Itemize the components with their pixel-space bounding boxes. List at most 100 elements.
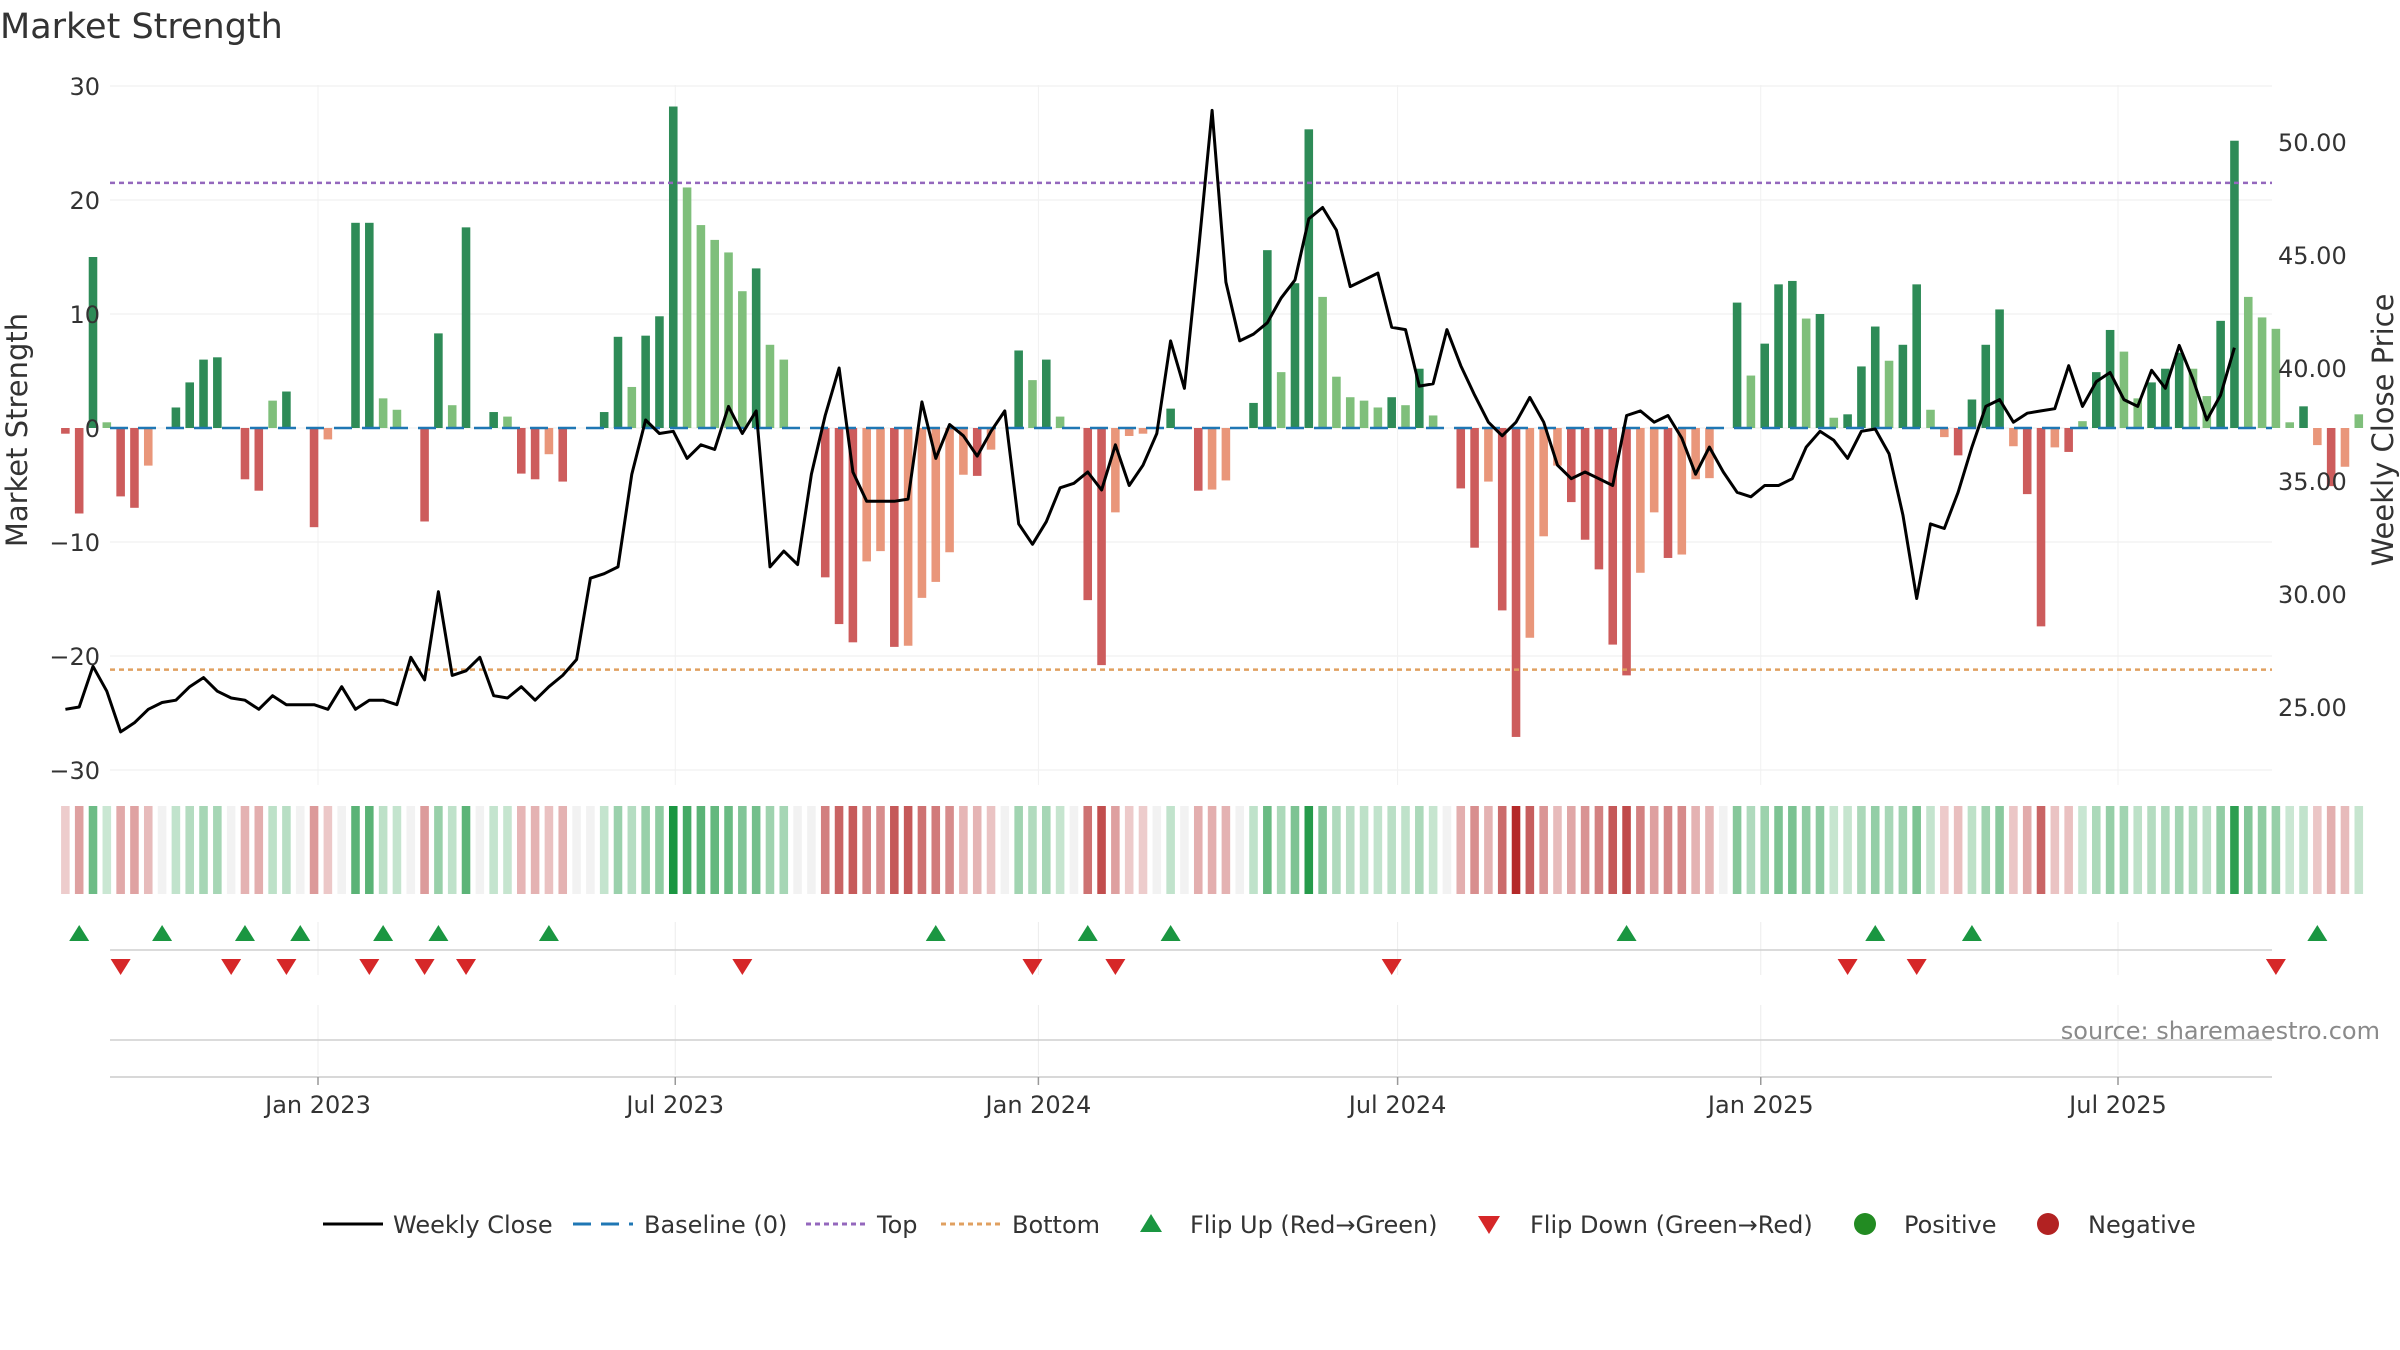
heat-cell bbox=[2119, 806, 2129, 894]
source-credit: source: sharemaestro.com bbox=[2061, 1017, 2380, 1045]
heat-cell bbox=[185, 806, 194, 894]
strength-bar bbox=[1304, 129, 1314, 428]
heat-cell bbox=[572, 806, 581, 894]
heat-cell bbox=[2133, 806, 2143, 894]
strength-bar bbox=[544, 428, 554, 455]
heat-cell bbox=[1304, 806, 1314, 894]
flip-down-marker bbox=[1906, 959, 1927, 975]
heat-cell bbox=[1415, 806, 1424, 894]
heat-cell bbox=[1760, 806, 1769, 894]
y-tick-label: −10 bbox=[49, 529, 100, 557]
flip-up-marker bbox=[234, 925, 255, 941]
heat-cell bbox=[2354, 806, 2364, 894]
strength-bar bbox=[1691, 428, 1700, 480]
y2-tick-label: 40.00 bbox=[2278, 355, 2347, 383]
legend-item-positive: Positive bbox=[1854, 1211, 1997, 1239]
heat-cell bbox=[1166, 806, 1175, 894]
heat-cell bbox=[489, 806, 498, 894]
heat-cell bbox=[2230, 806, 2239, 894]
strength-bar bbox=[392, 409, 402, 428]
heat-cell bbox=[931, 806, 941, 894]
heat-cell bbox=[696, 806, 706, 894]
reference-lines bbox=[110, 181, 2272, 671]
strength-bar bbox=[1705, 428, 1714, 479]
heat-cell bbox=[2036, 806, 2046, 894]
heat-cell bbox=[88, 806, 98, 894]
strength-bar bbox=[143, 428, 153, 466]
legend-item-flip-down: Flip Down (Green→Red) bbox=[1478, 1211, 1813, 1239]
heat-cell bbox=[834, 806, 844, 894]
legend-item-flip-up: Flip Up (Red→Green) bbox=[1140, 1211, 1438, 1239]
x-tick-label: Jul 2025 bbox=[2067, 1091, 2167, 1119]
y-axis-label: Market Strength bbox=[0, 313, 34, 547]
heat-cell bbox=[61, 806, 70, 894]
strength-bar bbox=[2078, 421, 2087, 428]
heat-cell bbox=[807, 806, 816, 894]
heat-cell bbox=[655, 806, 664, 894]
strength-bar bbox=[1774, 284, 1783, 428]
heat-cell bbox=[2257, 806, 2267, 894]
heat-cell bbox=[1636, 806, 1645, 894]
heat-cell bbox=[1829, 806, 1839, 894]
legend-swatch bbox=[1140, 1214, 1162, 1232]
grid-lines bbox=[110, 85, 2272, 1075]
strength-bar bbox=[2230, 140, 2239, 428]
heat-cell bbox=[1290, 806, 1300, 894]
heat-cell bbox=[1249, 806, 1258, 894]
strength-bar bbox=[2022, 428, 2032, 495]
strength-bar bbox=[530, 428, 540, 480]
heat-cell bbox=[2285, 806, 2294, 894]
strength-bar bbox=[599, 412, 609, 428]
heat-cell bbox=[765, 806, 775, 894]
strength-bar bbox=[282, 391, 291, 428]
strength-bar bbox=[2202, 396, 2212, 428]
y-tick-label: −30 bbox=[49, 757, 100, 785]
heat-cell bbox=[890, 806, 899, 894]
heat-cell bbox=[2174, 806, 2184, 894]
heat-cell bbox=[2313, 806, 2322, 894]
heat-cell bbox=[972, 806, 982, 894]
heat-cell bbox=[461, 806, 471, 894]
heat-cell bbox=[517, 806, 526, 894]
strength-bar bbox=[834, 428, 844, 625]
heat-cell bbox=[1788, 806, 1797, 894]
heat-cell bbox=[1221, 806, 1231, 894]
strength-bar bbox=[1746, 375, 1756, 428]
strength-bar bbox=[668, 106, 678, 429]
weekly-close-path bbox=[65, 108, 2236, 734]
heat-cell bbox=[751, 806, 761, 894]
strength-bar bbox=[2050, 428, 2060, 448]
legend-label: Top bbox=[876, 1211, 918, 1239]
legend-label: Weekly Close bbox=[393, 1211, 553, 1239]
strength-bar bbox=[1995, 309, 2004, 428]
heat-cell bbox=[295, 806, 305, 894]
strength-bar bbox=[2299, 406, 2308, 428]
flip-up-marker bbox=[1077, 925, 1098, 941]
y-tick-label: −20 bbox=[49, 643, 100, 671]
strength-bar bbox=[1207, 428, 1217, 490]
legend-swatch bbox=[1854, 1213, 1876, 1235]
flip-down-marker bbox=[359, 959, 380, 975]
strength-bar bbox=[1042, 359, 1051, 428]
heat-cell bbox=[627, 806, 637, 894]
legend-item-weekly-close: Weekly Close bbox=[323, 1211, 553, 1239]
strength-bar bbox=[434, 333, 443, 428]
heat-cell bbox=[1318, 806, 1327, 894]
x-tick-label: Jul 2023 bbox=[624, 1091, 724, 1119]
axes: 30 20 10 0 −10 −20 −30 50.00 45.00 40.00 35.00 30.0… bbox=[49, 73, 2346, 1119]
heat-cell bbox=[2050, 806, 2060, 894]
legend-item-bottom: Bottom bbox=[941, 1211, 1100, 1239]
heat-cell bbox=[1663, 806, 1673, 894]
strength-bar bbox=[2271, 328, 2281, 428]
legend-item-top: Top bbox=[806, 1211, 918, 1239]
heat-cell bbox=[1870, 806, 1880, 894]
strength-bar bbox=[309, 428, 319, 528]
strength-bar bbox=[199, 359, 208, 428]
strength-bar bbox=[2105, 329, 2115, 428]
heat-cell bbox=[1815, 806, 1825, 894]
strength-bar bbox=[682, 187, 692, 428]
heat-cell bbox=[986, 806, 996, 894]
heat-cell bbox=[420, 806, 429, 894]
strength-bar bbox=[378, 398, 388, 428]
heat-cell bbox=[2299, 806, 2308, 894]
